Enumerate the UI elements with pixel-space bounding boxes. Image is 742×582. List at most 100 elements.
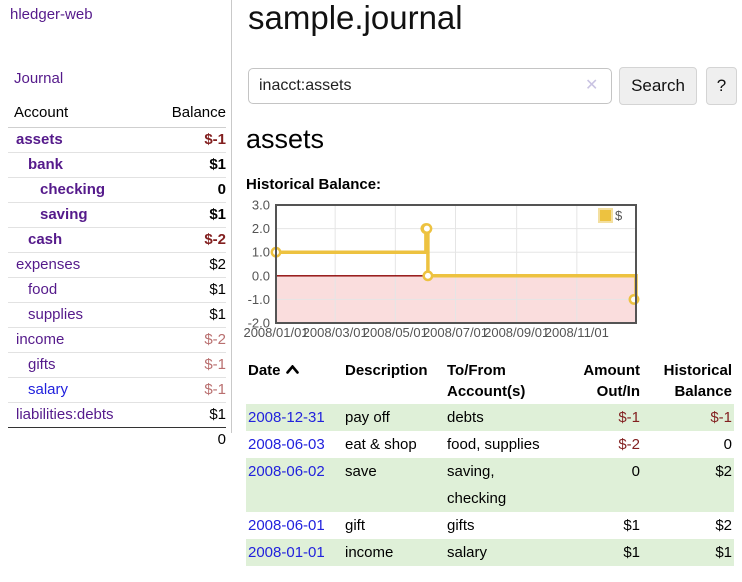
chart-title: Historical Balance: (246, 176, 382, 193)
transaction-date-link[interactable]: 2008-01-01 (248, 544, 325, 561)
svg-text:2008/09/01: 2008/09/01 (484, 325, 549, 340)
svg-text:$: $ (615, 208, 623, 223)
account-link-supplies[interactable]: supplies (28, 306, 84, 323)
page-title: sample.journal (248, 0, 463, 36)
accounts-header-account: Account (8, 100, 153, 128)
account-balance: $-2 (152, 327, 226, 353)
search-form: ✕ Search ? (248, 67, 742, 107)
account-balance: $-1 (152, 377, 226, 403)
transaction-balance: $-1 (710, 409, 732, 426)
svg-text:2.0: 2.0 (252, 221, 270, 236)
transaction-description: save (345, 463, 377, 480)
account-balance: $-1 (152, 127, 226, 153)
transaction-date-link[interactable]: 2008-06-02 (248, 463, 325, 480)
account-balance: $1 (152, 202, 226, 228)
transaction-amount: 0 (631, 463, 640, 480)
transaction-amount: $1 (623, 517, 640, 534)
svg-text:-1.0: -1.0 (248, 292, 270, 307)
account-link-expenses[interactable]: expenses (16, 256, 81, 273)
svg-text:2008/05/01: 2008/05/01 (363, 325, 428, 340)
column-header-amount: Amount Out/In (583, 362, 640, 400)
transaction-balance: $2 (715, 463, 732, 480)
column-header-description: Description (345, 362, 428, 379)
account-row: food $1 (8, 277, 226, 303)
account-balance: $1 (152, 402, 226, 428)
transaction-amount: $-2 (618, 436, 640, 453)
svg-text:1.0: 1.0 (252, 245, 270, 260)
account-link-saving[interactable]: saving (40, 206, 88, 223)
svg-text:3.0: 3.0 (252, 198, 270, 213)
transaction-description: gift (345, 517, 366, 534)
transaction-date-link[interactable]: 2008-06-03 (248, 436, 325, 453)
transaction-balance: 0 (723, 436, 732, 453)
account-link-gifts[interactable]: gifts (28, 356, 56, 373)
svg-text:0.0: 0.0 (252, 268, 270, 283)
account-link-bank[interactable]: bank (28, 156, 64, 173)
historical-balance-chart: $3.0 2.0 1.0 0.0 -1.0 -2.02008/01/012008/03/0… (243, 198, 640, 340)
account-balance: $-1 (152, 352, 226, 378)
account-link-checking[interactable]: checking (40, 181, 106, 198)
account-link-income[interactable]: income (16, 331, 65, 348)
account-row: cash $-2 (8, 227, 226, 253)
accounts-table: Account Balance assets $-1 bank $1 check… (8, 100, 226, 452)
svg-text:2008/07/01: 2008/07/01 (423, 325, 488, 340)
account-balance: $-2 (152, 227, 226, 253)
transaction-accounts: salary (447, 544, 488, 561)
svg-text:-2.0: -2.0 (248, 316, 270, 331)
account-row: saving $1 (8, 202, 226, 228)
transaction-date-link[interactable]: 2008-12-31 (248, 409, 325, 426)
accounts-total-balance: 0 (152, 427, 226, 452)
transaction-description: pay off (345, 409, 390, 426)
column-header-balance: Historical Balance (663, 362, 732, 400)
transaction-accounts: food, supplies (447, 436, 540, 453)
account-row: checking 0 (8, 177, 226, 203)
account-balance: 0 (152, 177, 226, 203)
account-link-liabilities-debts[interactable]: liabilities:debts (16, 406, 114, 423)
transaction-accounts: debts (447, 409, 484, 426)
account-balance: $1 (152, 302, 226, 328)
transaction-accounts: saving, checking (447, 463, 507, 507)
account-balance: $1 (152, 152, 226, 178)
sort-ascending-icon (285, 364, 299, 374)
account-row: assets $-1 (8, 127, 226, 153)
clear-search-icon[interactable]: ✕ (585, 77, 599, 94)
transaction-row: 2008-12-31 pay off debts $-1 $-1 (246, 404, 734, 431)
transaction-amount: $1 (623, 544, 640, 561)
brand-link[interactable]: hledger-web (10, 6, 93, 23)
account-row: supplies $1 (8, 302, 226, 328)
svg-text:2008/01/01: 2008/01/01 (243, 325, 308, 340)
accounts-header-balance: Balance (152, 100, 226, 128)
register-header-row: Date Description To/From Account(s) Amou… (246, 358, 734, 404)
transaction-balance: $1 (715, 544, 732, 561)
help-button[interactable]: ? (706, 67, 737, 105)
transaction-description: income (345, 544, 394, 561)
column-header-date[interactable]: Date (246, 358, 343, 404)
account-link-cash[interactable]: cash (28, 231, 63, 248)
svg-text:2008/11/01: 2008/11/01 (545, 325, 609, 340)
register-table: Date Description To/From Account(s) Amou… (246, 358, 734, 566)
transaction-description: eat & shop (345, 436, 417, 453)
account-row: salary $-1 (8, 377, 226, 403)
transaction-row: 2008-06-01 gift gifts $1 $2 (246, 512, 734, 539)
accounts-total-row: 0 (8, 427, 226, 452)
account-link-food[interactable]: food (28, 281, 58, 298)
sidebar-item-journal[interactable]: Journal (14, 70, 64, 87)
search-button[interactable]: Search (619, 67, 697, 105)
column-header-accounts: To/From Account(s) (447, 362, 526, 400)
transaction-amount: $-1 (618, 409, 640, 426)
transaction-balance: $2 (715, 517, 732, 534)
account-row: liabilities:debts $1 (8, 402, 226, 428)
register-account-heading: assets (246, 124, 325, 154)
account-row: gifts $-1 (8, 352, 226, 378)
sidebar: hledger-web Journal Account Balance asse… (0, 0, 232, 452)
transaction-date-link[interactable]: 2008-06-01 (248, 517, 325, 534)
account-row: expenses $2 (8, 252, 226, 278)
svg-text:2008/03/01: 2008/03/01 (303, 325, 368, 340)
transaction-row: 2008-06-03 eat & shop food, supplies $-2… (246, 431, 734, 458)
account-link-assets[interactable]: assets (16, 131, 63, 148)
account-row: bank $1 (8, 152, 226, 178)
transaction-row: 2008-06-02 save saving, checking 0 $2 (246, 458, 734, 512)
account-link-salary[interactable]: salary (28, 381, 69, 398)
search-input[interactable] (248, 68, 612, 104)
